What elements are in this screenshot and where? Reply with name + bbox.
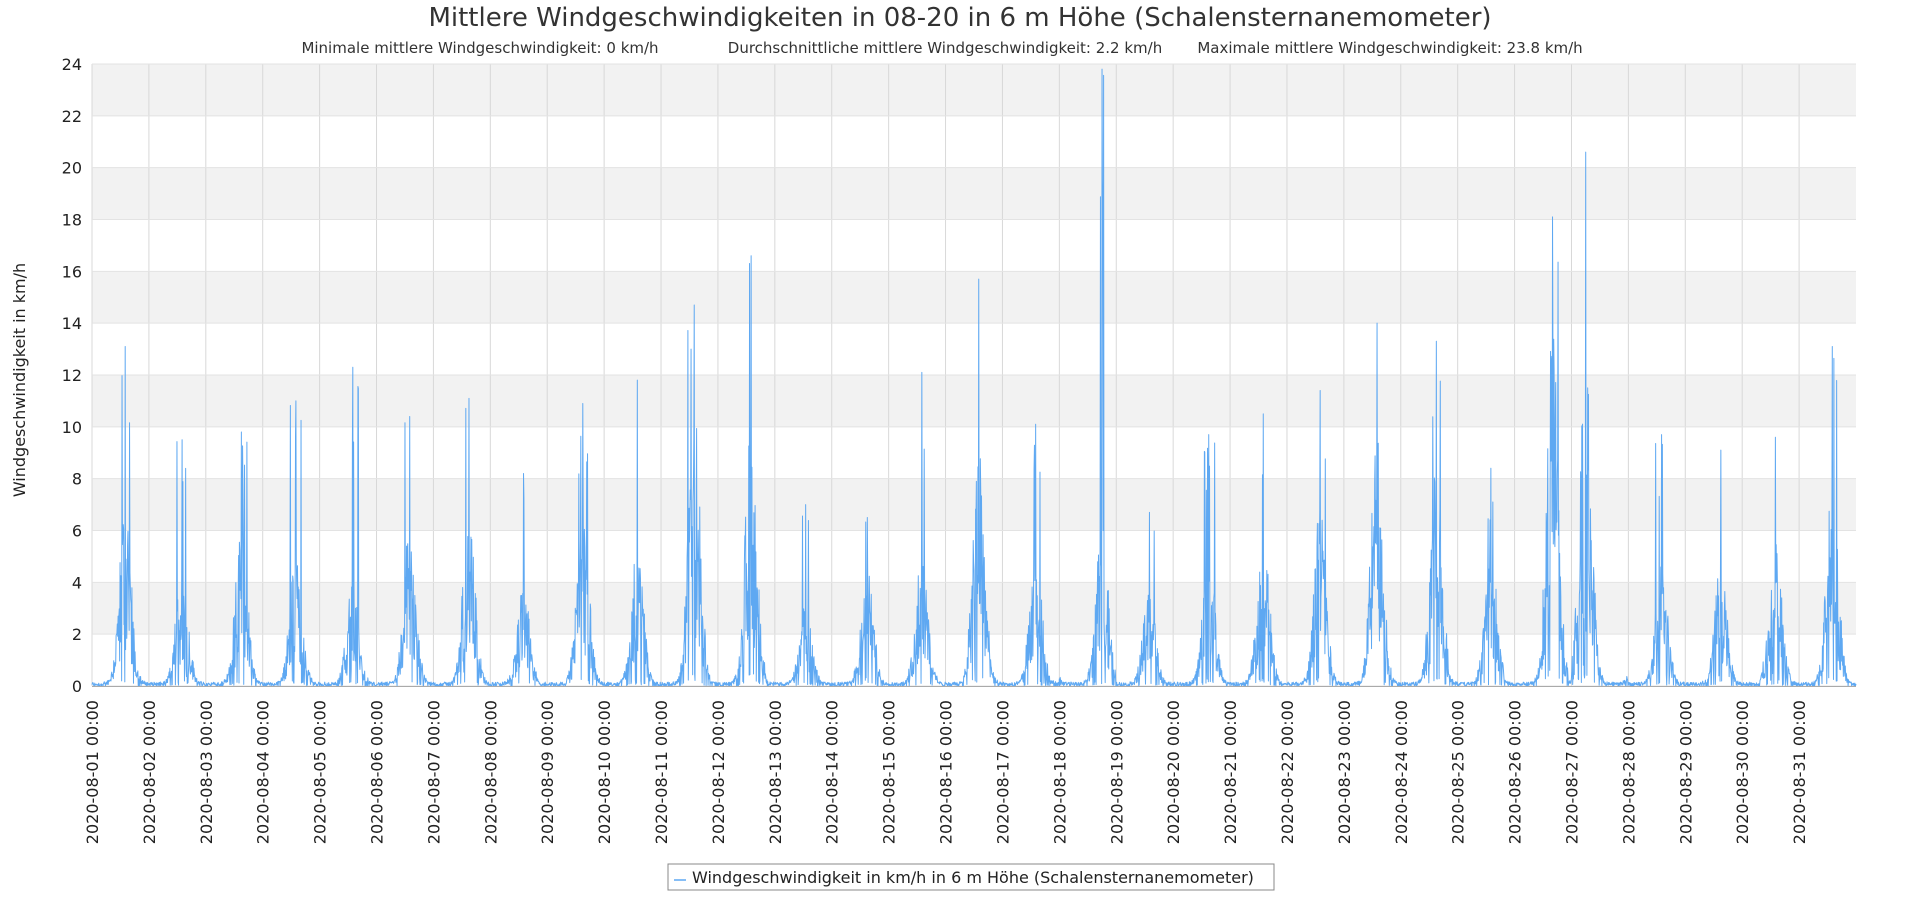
x-tick-label: 2020-08-30 00:00 — [1733, 700, 1752, 844]
x-tick-label: 2020-08-23 00:00 — [1335, 700, 1354, 844]
y-tick-label: 16 — [62, 262, 82, 281]
y-tick-label: 0 — [72, 677, 82, 696]
x-tick-label: 2020-08-06 00:00 — [368, 700, 387, 844]
chart-title: Mittlere Windgeschwindigkeiten in 08-20 … — [428, 3, 1491, 33]
subtitle-max: Maximale mittlere Windgeschwindigkeit: 2… — [1197, 39, 1582, 57]
x-tick-label: 2020-08-15 00:00 — [880, 700, 899, 844]
grid-band — [92, 167, 1856, 220]
x-tick-label: 2020-08-16 00:00 — [937, 700, 956, 844]
x-tick-label: 2020-08-21 00:00 — [1221, 700, 1240, 844]
legend-label: Windgeschwindigkeit in km/h in 6 m Höhe … — [692, 868, 1254, 887]
grid-band — [92, 375, 1856, 427]
x-tick-label: 2020-08-04 00:00 — [254, 700, 273, 844]
y-tick-label: 20 — [62, 159, 82, 178]
x-tick-label: 2020-08-20 00:00 — [1164, 700, 1183, 844]
x-tick-label: 2020-08-05 00:00 — [311, 700, 330, 844]
x-tick-label: 2020-08-09 00:00 — [538, 700, 557, 844]
x-tick-label: 2020-08-11 00:00 — [652, 700, 671, 844]
y-axis-label: Windgeschwindigkeit in km/h — [10, 263, 29, 497]
background-bands — [92, 64, 1856, 635]
y-tick-label: 10 — [62, 418, 82, 437]
series-line — [91, 68, 1857, 687]
x-tick-label: 2020-08-24 00:00 — [1392, 700, 1411, 844]
x-tick-label: 2020-08-26 00:00 — [1506, 700, 1525, 844]
x-tick-label: 2020-08-18 00:00 — [1050, 700, 1069, 844]
x-tick-label: 2020-08-17 00:00 — [993, 700, 1012, 844]
legend[interactable]: Windgeschwindigkeit in km/h in 6 m Höhe … — [667, 863, 1275, 891]
x-tick-label: 2020-08-28 00:00 — [1619, 700, 1638, 844]
y-tick-label: 2 — [72, 625, 82, 644]
x-tick-label: 2020-08-03 00:00 — [197, 700, 216, 844]
x-tick-label: 2020-08-13 00:00 — [766, 700, 785, 844]
y-tick-label: 8 — [72, 470, 82, 489]
y-tick-label: 6 — [72, 522, 82, 541]
y-tick-label: 4 — [72, 573, 82, 592]
x-tick-label: 2020-08-19 00:00 — [1107, 700, 1126, 844]
y-tick-label: 12 — [62, 366, 82, 385]
legend-box — [667, 863, 1275, 891]
x-tick-label: 2020-08-29 00:00 — [1676, 700, 1695, 844]
x-tick-label: 2020-08-02 00:00 — [140, 700, 159, 844]
subtitle-min: Minimale mittlere Windgeschwindigkeit: 0… — [301, 39, 658, 57]
x-tick-label: 2020-08-27 00:00 — [1562, 700, 1581, 844]
x-tick-label: 2020-08-22 00:00 — [1278, 700, 1297, 844]
y-tick-label: 18 — [62, 211, 82, 230]
grid-band — [92, 271, 1856, 324]
grid-band — [92, 64, 1856, 116]
x-axis-ticks: 2020-08-01 00:00 2020-08-02 00:00 2020-08-… — [83, 700, 1809, 844]
x-tick-label: 2020-08-01 00:00 — [83, 700, 102, 844]
x-tick-label: 2020-08-12 00:00 — [709, 700, 728, 844]
y-tick-label: 24 — [62, 55, 82, 74]
x-tick-label: 2020-08-31 00:00 — [1790, 700, 1809, 844]
y-tick-label: 22 — [62, 107, 82, 126]
y-tick-label: 14 — [62, 314, 82, 333]
grid-band — [92, 478, 1856, 531]
x-tick-label: 2020-08-10 00:00 — [595, 700, 614, 844]
x-tick-label: 2020-08-07 00:00 — [424, 700, 443, 844]
subtitle-avg: Durchschnittliche mittlere Windgeschwind… — [728, 39, 1162, 57]
x-tick-label: 2020-08-08 00:00 — [481, 700, 500, 844]
x-tick-label: 2020-08-25 00:00 — [1449, 700, 1468, 844]
x-tick-label: 2020-08-14 00:00 — [823, 700, 842, 844]
